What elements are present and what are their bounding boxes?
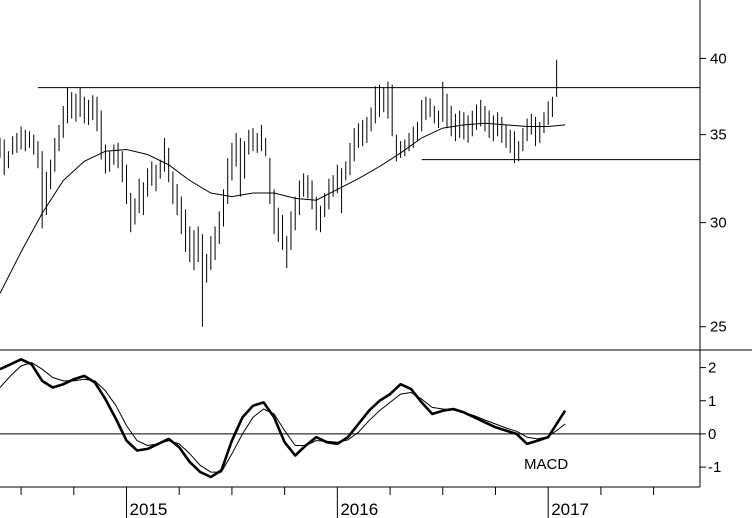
price-y-tick-label: 35 — [710, 127, 727, 144]
price-y-tick-label: 40 — [710, 50, 727, 67]
moving-average-line — [0, 122, 566, 294]
price-panel — [0, 59, 700, 327]
macd-y-tick-label: 0 — [708, 426, 716, 443]
macd-line — [0, 357, 567, 479]
x-year-label: 2015 — [130, 500, 168, 518]
macd-y-tick-label: 2 — [708, 360, 716, 377]
x-year-label: 2017 — [551, 500, 589, 518]
price-y-tick-label: 25 — [710, 319, 727, 336]
price-y-tick-label: 30 — [710, 215, 727, 232]
signal-line — [0, 362, 566, 473]
macd-y-tick-label: 1 — [708, 393, 716, 410]
macd-panel — [0, 357, 700, 479]
macd-y-tick-label: -1 — [708, 459, 721, 476]
macd-annotation: MACD — [524, 456, 568, 473]
x-year-label: 2016 — [340, 500, 378, 518]
